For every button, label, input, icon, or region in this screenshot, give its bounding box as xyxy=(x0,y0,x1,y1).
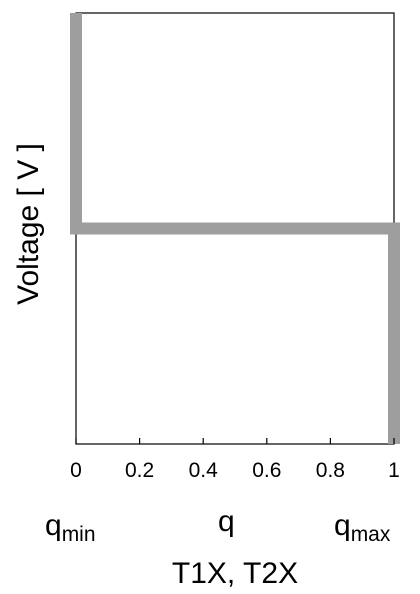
q-min-label: qmin xyxy=(45,509,96,546)
x-tick-label: 0.6 xyxy=(252,459,281,482)
x-tick-label: 0 xyxy=(70,459,82,482)
q-max-sub: max xyxy=(351,523,391,546)
x-tick-label: 0.8 xyxy=(316,459,345,482)
x-axis-label: T1X, T2X xyxy=(172,557,298,590)
q-max-label: qmax xyxy=(334,509,391,546)
q-mid-label: q xyxy=(218,505,235,538)
x-tick-label: 1 xyxy=(388,459,400,482)
y-axis-label: Voltage [ V ] xyxy=(12,143,45,305)
x-tick-labels: 0 0.2 0.4 0.6 0.8 1 xyxy=(70,459,400,482)
x-tick-label: 0.4 xyxy=(189,459,219,482)
q-min-base: q xyxy=(45,509,62,542)
series-line xyxy=(70,13,400,444)
q-mid-base: q xyxy=(218,505,235,538)
q-min-sub: min xyxy=(62,523,96,546)
x-ticks xyxy=(75,438,395,444)
x-tick-label: 0.2 xyxy=(125,459,154,482)
q-max-base: q xyxy=(334,509,351,542)
